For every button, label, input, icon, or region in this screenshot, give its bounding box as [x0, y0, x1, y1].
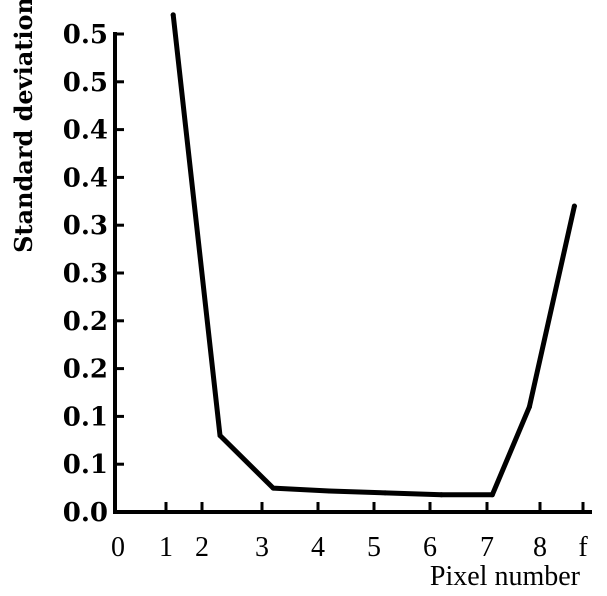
- y-tick-label: 0.3: [63, 211, 108, 241]
- y-tick-label: 0.1: [63, 402, 108, 432]
- series-line: [170, 12, 577, 498]
- y-tick-label: 0.5: [63, 20, 108, 50]
- data-point: [217, 433, 223, 438]
- y-tick-label: 0.4: [63, 163, 108, 193]
- x-tick-label: f: [578, 532, 588, 563]
- y-axis-label: Standard deviation: [9, 0, 38, 253]
- x-axis-label: Pixel number: [430, 561, 581, 592]
- x-tick-label: 6: [423, 532, 437, 563]
- y-tick-label: 0.5: [63, 68, 108, 98]
- data-point: [270, 485, 276, 491]
- y-tick-label: 0.1: [63, 450, 108, 480]
- y-ticks: 0.5 0.5 0.4 0.4 0.3 0.3 0.2 0.2 0.1 0.1 0.0: [63, 20, 124, 528]
- x-tick-label: 3: [255, 532, 269, 563]
- x-tick-label: 8: [533, 532, 547, 563]
- axes: [113, 32, 592, 514]
- x-tick-label: 4: [311, 532, 325, 563]
- x-tick-label: 0: [111, 532, 125, 563]
- y-tick-label: 0.2: [63, 307, 108, 337]
- x-tick-label: 5: [367, 532, 381, 563]
- y-tick-label: 0.4: [63, 116, 108, 146]
- x-tick-label: 7: [480, 532, 494, 563]
- y-tick-label: 0.2: [63, 355, 108, 385]
- data-point: [326, 488, 332, 494]
- data-point: [526, 404, 532, 410]
- data-point: [489, 492, 495, 498]
- data-point: [382, 490, 388, 496]
- x-tick-label: 1: [159, 532, 173, 563]
- data-point: [571, 203, 577, 209]
- y-tick-label: 0.3: [63, 259, 108, 289]
- data-point: [170, 12, 176, 18]
- x-tick-label: 2: [195, 532, 209, 563]
- data-point: [438, 492, 444, 498]
- y-tick-label: 0.0: [63, 498, 108, 528]
